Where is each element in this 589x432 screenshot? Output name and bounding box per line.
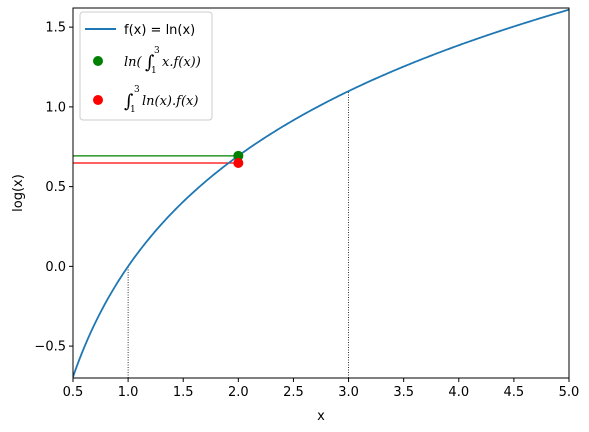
legend-box	[79, 11, 213, 121]
legend-marker-red	[93, 95, 103, 105]
legend-green-body: x.f(x))	[162, 55, 201, 70]
x-tick-label-2: 1.5	[173, 385, 194, 400]
y-tick-label-4: 1.5	[45, 21, 66, 36]
scatter-point-1-0	[233, 150, 244, 161]
integral-lower-green: 1	[151, 66, 157, 76]
x-tick-label-0: 0.5	[63, 385, 84, 400]
x-tick-label-5: 3.0	[338, 385, 359, 400]
integral-sign-green: ∫	[145, 52, 155, 73]
integral-upper-green: 3	[154, 46, 160, 56]
legend-label-red: ∫ 3 1 ln(x).f(x)	[124, 85, 198, 115]
y-tick-label-0: −0.5	[34, 340, 66, 355]
series-line-ln	[73, 8, 569, 378]
x-tick-label-8: 4.5	[504, 385, 525, 400]
legend-marker-green	[93, 56, 103, 66]
scatter-point-2-0	[233, 158, 244, 169]
integral-lower-red: 1	[130, 105, 136, 115]
x-tick-label-3: 2.0	[228, 385, 249, 400]
legend-green-prefix: ln(	[124, 55, 143, 70]
y-tick-label-2: 0.5	[45, 180, 66, 195]
x-tick-label-1: 1.0	[118, 385, 139, 400]
x-axis-label: x	[317, 409, 325, 424]
integral-sign-red: ∫	[124, 91, 134, 112]
x-tick-label-7: 4.0	[448, 385, 469, 400]
x-tick-label-9: 5.0	[559, 385, 580, 400]
legend-label-green: ln( ∫ 3 1 x.f(x))	[124, 46, 201, 76]
plot-frame	[72, 7, 570, 379]
plot-layer	[73, 8, 569, 378]
x-tick-label-6: 3.5	[393, 385, 414, 400]
legend-red-body: ln(x).f(x)	[142, 94, 198, 109]
integral-upper-red: 3	[134, 85, 140, 95]
y-axis-label: log(x)	[11, 174, 26, 212]
ticks-layer: 0.5 1.0 1.5 2.0 2.5 3.0 3.5 4.0 4.5 5.0 −0.5 0.0 0.5…	[34, 21, 579, 400]
y-tick-label-1: 0.0	[45, 260, 66, 275]
legend: f(x) = ln(x) ln( ∫ 3 1 x.f(x)) ∫ 3 1 ln(…	[79, 11, 213, 121]
y-tick-label-3: 1.0	[45, 100, 66, 115]
legend-label-ln-curve: f(x) = ln(x)	[124, 23, 195, 38]
x-tick-label-4: 2.5	[283, 385, 304, 400]
